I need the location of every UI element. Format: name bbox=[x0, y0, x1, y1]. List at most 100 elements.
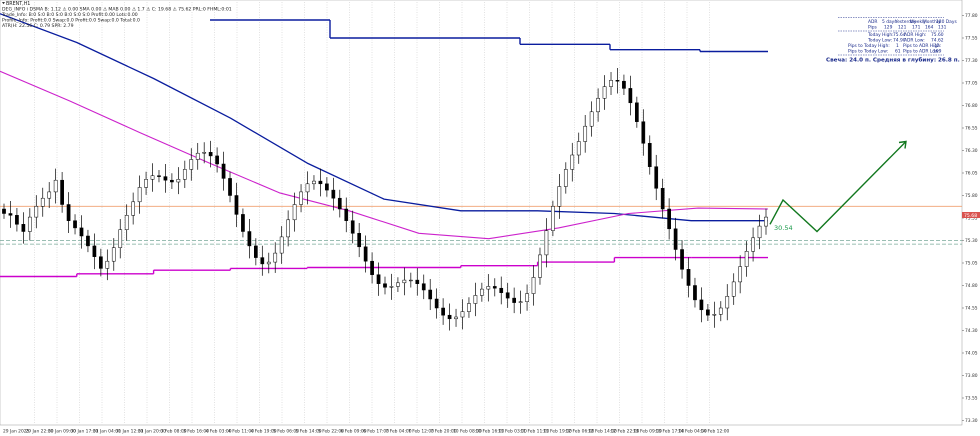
candle-body bbox=[163, 176, 168, 181]
stats-label: Pips to Today High: bbox=[848, 43, 890, 49]
y-tick-label: 75.30 bbox=[965, 238, 978, 244]
x-tick-label: 12 Feb 22:00 bbox=[611, 429, 640, 435]
candle-body bbox=[647, 143, 652, 167]
candle-body bbox=[40, 197, 45, 207]
candle-body bbox=[596, 98, 600, 113]
candle-body bbox=[460, 311, 465, 318]
candle-summary: Свеча: 24.0 п. Средняя в глубину: 26.8 п… bbox=[826, 57, 960, 64]
y-tick-label: 75.80 bbox=[965, 193, 978, 199]
x-tick-label: 4 Feb 19:00 bbox=[251, 429, 277, 435]
stats-label: Pips to ADR Low: bbox=[903, 49, 940, 55]
stats-value: 12 bbox=[934, 43, 940, 49]
candle-body bbox=[622, 80, 626, 89]
candle-body bbox=[744, 251, 749, 267]
y-tick-label: 74.05 bbox=[965, 351, 978, 357]
candle-body bbox=[576, 141, 581, 156]
candle-body bbox=[628, 88, 633, 104]
candle-body bbox=[299, 191, 303, 205]
stats-pips-cell: 131 bbox=[938, 25, 947, 31]
candle-body bbox=[350, 220, 355, 234]
candle-body bbox=[202, 152, 207, 154]
candle-body bbox=[686, 269, 691, 286]
x-tick-label: 7 Feb 04:00 bbox=[386, 429, 412, 435]
candle-body bbox=[189, 159, 194, 170]
candle-body bbox=[757, 225, 762, 239]
candle-body bbox=[376, 274, 381, 284]
stats-value: 109 bbox=[933, 49, 942, 55]
y-tick-label: 74.55 bbox=[965, 306, 978, 312]
candle-body bbox=[144, 179, 148, 188]
candle-body bbox=[86, 235, 90, 247]
candle-body bbox=[137, 187, 142, 203]
stats-pips-cell: 121 bbox=[898, 25, 907, 31]
stats-label: ADR High: bbox=[904, 32, 926, 38]
candle-body bbox=[512, 297, 517, 303]
stats-value: 1 bbox=[896, 43, 899, 49]
candle-body bbox=[273, 252, 278, 263]
candle-body bbox=[318, 180, 323, 185]
candle-body bbox=[473, 295, 478, 304]
x-tick-label: 10 Feb 08:00 bbox=[453, 429, 482, 435]
candle-body bbox=[421, 283, 426, 291]
candle-body bbox=[538, 254, 542, 278]
vertical-grid bbox=[34, 2, 710, 425]
candle-body bbox=[53, 179, 58, 193]
candle-body bbox=[247, 231, 252, 247]
candle-body bbox=[428, 289, 433, 300]
candle-body bbox=[609, 80, 613, 87]
forecast-arrowhead bbox=[898, 140, 907, 149]
x-tick-label: 31 Jan 04:00 bbox=[93, 429, 121, 435]
x-tick-label: 14 Feb 04:00 bbox=[678, 429, 707, 435]
candle-body bbox=[602, 86, 607, 99]
forecast-arrow bbox=[769, 140, 907, 233]
stats-value: 74.62 bbox=[931, 38, 944, 44]
x-tick-label: 30 Jan 09:00 bbox=[48, 429, 76, 435]
x-tick-label: 7 Feb 12:00 bbox=[408, 429, 434, 435]
candle-body bbox=[215, 155, 219, 165]
candle-body bbox=[480, 288, 484, 296]
current-price-box bbox=[962, 212, 980, 218]
slow-ma-line bbox=[0, 13, 768, 222]
symbol-info: BRENT,H1 DEG_INFO i DSMA B: 1.12 ⚠ 0.00 … bbox=[1, 1, 232, 29]
candle-body bbox=[66, 204, 71, 221]
y-tick-label: 75.05 bbox=[965, 261, 978, 267]
y-tick-label: 74.80 bbox=[965, 283, 978, 289]
stats-header-cell: ADR bbox=[868, 19, 877, 25]
stats-label: Today Low: bbox=[867, 38, 892, 44]
candle-body bbox=[344, 208, 349, 221]
candle-body bbox=[557, 186, 562, 207]
candle-body bbox=[454, 316, 458, 320]
y-tick-label: 75.55 bbox=[965, 216, 978, 222]
candle-body bbox=[738, 266, 743, 283]
candle-body bbox=[363, 246, 368, 262]
candle-body bbox=[157, 175, 161, 177]
stats-pips-cell: Pips bbox=[868, 25, 878, 31]
info-line: Profile_Info: Profit:0.0 Swap:0.0 Profit… bbox=[2, 18, 140, 24]
x-tick-label: 3 Feb 16:00 bbox=[183, 429, 209, 435]
candle-body bbox=[680, 249, 684, 270]
candle-body bbox=[337, 197, 342, 210]
candle-body bbox=[105, 260, 110, 269]
candle-body bbox=[718, 307, 723, 315]
x-tick-label: 29 Jan 2025 bbox=[3, 429, 30, 435]
candle-body bbox=[111, 247, 116, 262]
forecast-path bbox=[769, 141, 907, 233]
candle-body bbox=[47, 191, 52, 199]
y-tick-label: 73.30 bbox=[965, 418, 978, 424]
candle-body bbox=[693, 285, 697, 301]
candle-body bbox=[99, 256, 103, 269]
candles bbox=[2, 68, 768, 331]
x-tick-label: 7 Feb 20:00 bbox=[431, 429, 457, 435]
candle-body bbox=[305, 183, 310, 193]
candle-body bbox=[8, 213, 13, 216]
candle-body bbox=[408, 279, 413, 282]
candle-body bbox=[260, 257, 265, 265]
y-tick-label: 73.80 bbox=[965, 373, 978, 379]
symbol-dropdown-icon[interactable] bbox=[2, 2, 5, 5]
candle-body bbox=[266, 261, 271, 265]
candle-body bbox=[751, 237, 755, 252]
fast-ma-line bbox=[0, 70, 769, 240]
candle-body bbox=[415, 279, 420, 284]
